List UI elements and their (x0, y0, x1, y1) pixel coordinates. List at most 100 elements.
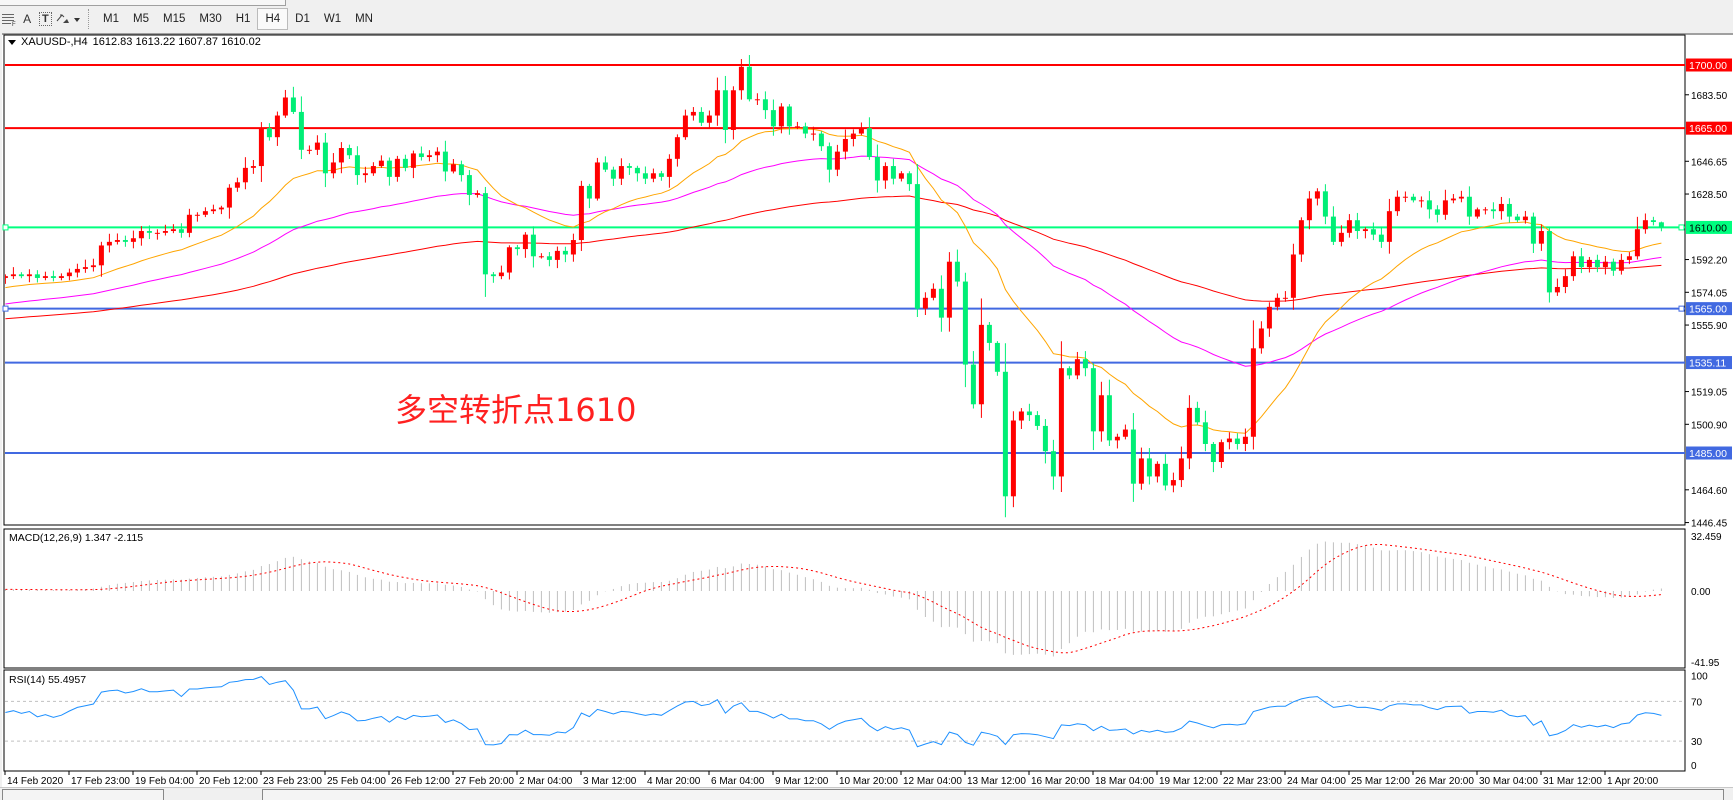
candle-bull (674, 137, 680, 159)
timeframe-m15[interactable]: M15 (162, 13, 186, 25)
candle-bull (434, 151, 440, 156)
candle-bear (1378, 234, 1384, 242)
candle-bull (978, 324, 984, 405)
candle-bear (642, 173, 648, 179)
candle-bull (1346, 220, 1352, 233)
candle-bear (1162, 463, 1168, 486)
candle-bear (1202, 422, 1208, 444)
candle-bull (338, 148, 344, 163)
chart-tab[interactable] (262, 789, 1724, 800)
candle-bear (1194, 407, 1200, 423)
time-axis-label: 14 Feb 2020 (7, 776, 64, 787)
candle-bull (306, 149, 312, 151)
timeframe-h1[interactable]: H1 (235, 13, 251, 25)
timeframe-d1[interactable]: D1 (295, 13, 310, 25)
fibonacci-grid-icon[interactable]: F (0, 8, 18, 30)
candle-bull (210, 209, 216, 212)
candle-bull (690, 111, 696, 116)
candle-bull (1298, 220, 1304, 255)
text-icon[interactable]: A (23, 12, 32, 26)
candle-bear (18, 274, 24, 277)
candle-bear (482, 193, 488, 275)
candle-bull (82, 267, 88, 269)
candle-bull (202, 211, 208, 215)
candle-bull (1010, 420, 1016, 497)
candle-bear (1490, 209, 1496, 212)
candle-bear (266, 128, 272, 138)
candle-bear (626, 166, 632, 168)
rsi-label: RSI(14) 55.4957 (9, 674, 87, 686)
time-axis-label: 6 Mar 04:00 (711, 776, 765, 787)
dropdown-triangle-icon[interactable] (8, 39, 16, 45)
candle-bull (842, 138, 848, 152)
candle-bear (1130, 429, 1136, 484)
candle-bear (1026, 411, 1032, 416)
timeframe-m5[interactable]: M5 (133, 13, 149, 25)
candle-bear (818, 133, 824, 147)
candle-bear (546, 256, 552, 260)
chart-tab[interactable] (2, 789, 164, 800)
candle-bull (1634, 229, 1640, 257)
bottom-tab-bar (0, 787, 1733, 800)
time-axis-label: 24 Mar 04:00 (1287, 776, 1346, 787)
candle-bear (122, 240, 128, 242)
chart-header: XAUUSD-,H4 1612.83 1613.22 1607.87 1610.… (8, 36, 261, 48)
timeframe-h4[interactable]: H4 (257, 8, 289, 30)
candle-bull (666, 158, 672, 177)
candle-bull (1242, 436, 1248, 444)
time-axis-label: 12 Mar 04:00 (903, 776, 962, 787)
price-axis-label: 1555.90 (1691, 321, 1728, 332)
arrows-icon[interactable] (54, 8, 82, 30)
candle-bear (658, 173, 664, 177)
price-axis-label: 1446.45 (1691, 519, 1728, 530)
timeframe-m1[interactable]: M1 (103, 13, 119, 25)
candle-bear (1106, 395, 1112, 441)
candle-bear (1370, 229, 1376, 235)
candle-bear (386, 160, 392, 177)
candle-bull (810, 133, 816, 135)
pivot-annotation[interactable]: 多空转折点1610 (395, 391, 637, 429)
timeframe-buttons: M1 M5 M15 M30 H1 H4 D1 W1 MN (96, 8, 380, 30)
candle-bull (1258, 328, 1264, 349)
candle-bull (426, 155, 432, 158)
time-axis-label: 9 Mar 12:00 (775, 776, 829, 787)
candle-bull (930, 288, 936, 298)
price-axis-label: 1683.50 (1691, 91, 1728, 102)
rsi-axis-label: 0 (1691, 761, 1697, 772)
price-axis-label: 1574.05 (1691, 288, 1728, 299)
price-tag-label: 1535.11 (1689, 358, 1726, 370)
candle-bull (330, 162, 336, 174)
candle-bull (1570, 256, 1576, 277)
candle-bear (938, 288, 944, 318)
timeframe-mn[interactable]: MN (355, 13, 373, 25)
candle-bear (770, 110, 776, 127)
candle-bull (898, 173, 904, 179)
candle-bull (138, 231, 144, 239)
candle-bull (114, 240, 120, 242)
candle-bull (234, 182, 240, 188)
text-label-icon[interactable]: T (36, 8, 54, 30)
time-axis-label: 30 Mar 04:00 (1479, 776, 1538, 787)
timeframe-m30[interactable]: M30 (199, 13, 222, 25)
price-tag (1686, 356, 1732, 370)
time-axis-label: 22 Mar 23:00 (1223, 776, 1282, 787)
candle-bear (1090, 368, 1096, 432)
candle-bull (98, 245, 104, 266)
rsi-axis-label: 70 (1691, 697, 1703, 708)
rsi-axis-label: 100 (1691, 672, 1708, 683)
time-axis-label: 31 Mar 12:00 (1543, 776, 1602, 787)
candle-bull (754, 99, 760, 101)
candle-bull (1442, 200, 1448, 215)
candle-bull (1178, 458, 1184, 481)
timeframe-w1[interactable]: W1 (323, 13, 342, 25)
candle-bear (1322, 191, 1328, 217)
price-tag (1686, 220, 1732, 234)
candle-bear (146, 231, 152, 233)
candle-bull (250, 166, 256, 168)
candle-bull (1338, 232, 1344, 242)
candle-bull (682, 115, 688, 138)
candle-bear (762, 99, 768, 111)
candle-bear (178, 229, 184, 233)
candle-bull (362, 173, 368, 176)
